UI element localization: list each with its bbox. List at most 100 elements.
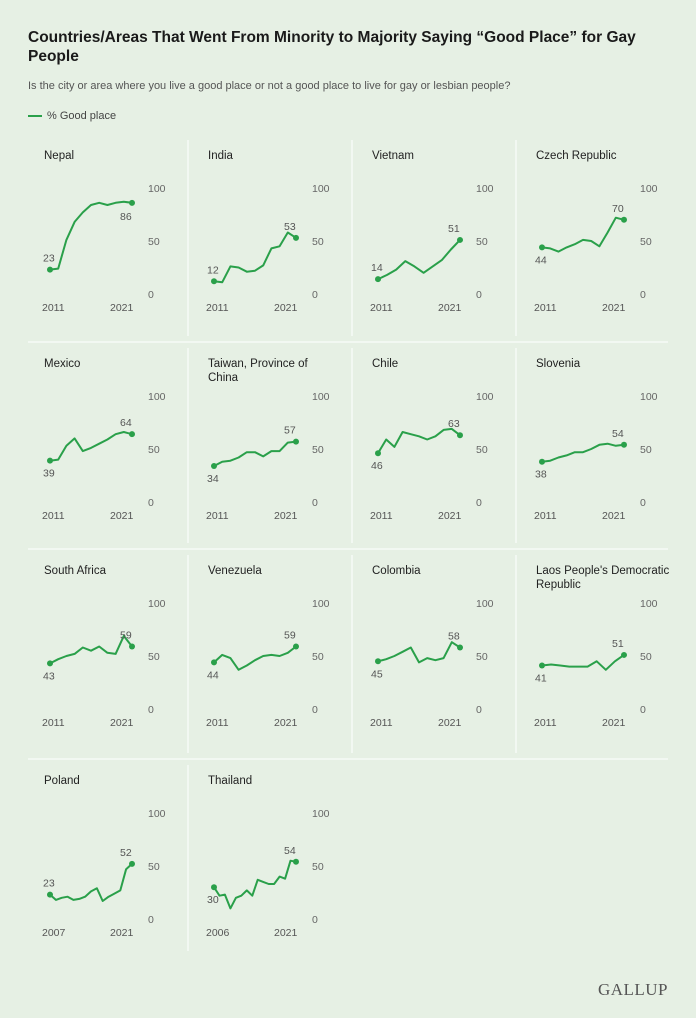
first-point-marker xyxy=(539,458,545,465)
last-point-marker xyxy=(129,860,135,867)
first-value-label: 43 xyxy=(43,670,55,682)
x-axis-end-label: 2021 xyxy=(110,927,134,939)
x-axis-start-label: 2011 xyxy=(370,510,393,522)
y-tick-label: 100 xyxy=(640,183,658,195)
series-line xyxy=(213,440,297,467)
y-tick-label: 0 xyxy=(640,289,646,301)
y-tick-label: 50 xyxy=(640,236,652,248)
y-tick-label: 0 xyxy=(312,289,318,301)
last-value-label: 57 xyxy=(284,425,296,437)
last-value-label: 86 xyxy=(120,211,132,223)
first-value-label: 12 xyxy=(207,264,219,276)
last-value-label: 54 xyxy=(612,428,624,440)
y-tick-label: 100 xyxy=(312,183,330,195)
first-point-marker xyxy=(539,244,545,251)
series-line xyxy=(213,645,297,671)
chart-panel-poland: Poland 100 50 0 2007 2021 23 52 xyxy=(42,775,166,939)
last-point-marker xyxy=(129,199,135,206)
panel-title: Taiwan, Province of China xyxy=(208,358,309,384)
x-axis-end-label: 2021 xyxy=(602,302,626,314)
first-point-marker xyxy=(211,278,217,285)
series-line xyxy=(213,231,297,284)
panel-title: South Africa xyxy=(44,565,107,577)
x-axis-start-label: 2011 xyxy=(370,302,393,314)
series-line xyxy=(213,859,297,910)
legend: % Good place xyxy=(28,110,116,122)
x-axis-end-label: 2021 xyxy=(110,302,134,314)
series-line xyxy=(49,634,133,665)
chart-panel-czech-republic: Czech Republic 100 50 0 2011 2021 44 70 xyxy=(534,150,658,314)
x-axis-end-label: 2021 xyxy=(438,510,462,522)
panel-title: Mexico xyxy=(44,358,80,370)
panel-title: Venezuela xyxy=(208,565,262,577)
first-point-marker xyxy=(211,659,217,666)
last-point-marker xyxy=(621,651,627,658)
last-value-label: 58 xyxy=(448,631,460,643)
y-tick-label: 0 xyxy=(148,289,154,301)
x-axis-end-label: 2021 xyxy=(110,717,134,729)
first-point-marker xyxy=(211,462,217,469)
y-tick-label: 100 xyxy=(640,598,658,610)
x-axis-start-label: 2011 xyxy=(534,510,557,522)
first-value-label: 41 xyxy=(535,673,547,685)
first-point-marker xyxy=(47,891,53,898)
x-axis-start-label: 2007 xyxy=(42,927,66,939)
first-value-label: 39 xyxy=(43,468,55,480)
series-line xyxy=(541,654,625,671)
first-value-label: 30 xyxy=(207,894,219,906)
y-tick-label: 100 xyxy=(148,183,166,195)
y-tick-label: 0 xyxy=(476,704,482,716)
first-point-marker xyxy=(375,276,381,283)
panel-title: Czech Republic xyxy=(536,150,617,162)
y-tick-label: 100 xyxy=(640,391,658,403)
panel-title: Nepal xyxy=(44,150,74,162)
legend-label: % Good place xyxy=(47,110,117,122)
panel-title: Laos People's Democratic Republic xyxy=(536,565,669,591)
x-axis-end-label: 2021 xyxy=(274,927,298,939)
y-tick-label: 0 xyxy=(476,289,482,301)
y-tick-label: 50 xyxy=(148,861,160,873)
last-value-label: 59 xyxy=(120,629,132,641)
last-value-label: 59 xyxy=(284,629,296,641)
y-tick-label: 100 xyxy=(312,598,330,610)
y-tick-label: 0 xyxy=(148,914,154,926)
panel-title: Slovenia xyxy=(536,358,581,370)
series-line xyxy=(49,431,133,462)
last-point-marker xyxy=(457,432,463,439)
series-line xyxy=(377,427,461,454)
x-axis-start-label: 2011 xyxy=(206,717,229,729)
chart-panel-mexico: Mexico 100 50 0 2011 2021 39 64 xyxy=(42,358,166,522)
series-line xyxy=(49,863,133,902)
x-axis-start-label: 2006 xyxy=(206,927,230,939)
y-tick-label: 100 xyxy=(476,598,494,610)
y-tick-label: 50 xyxy=(640,651,652,663)
y-tick-label: 100 xyxy=(148,598,166,610)
first-value-label: 44 xyxy=(207,669,219,681)
panel-title: Poland xyxy=(44,775,80,787)
y-tick-label: 50 xyxy=(312,651,324,663)
y-tick-label: 50 xyxy=(476,444,488,456)
series-line xyxy=(541,216,625,253)
x-axis-start-label: 2011 xyxy=(42,510,65,522)
last-point-marker xyxy=(621,216,627,223)
y-tick-label: 100 xyxy=(312,808,330,820)
series-line xyxy=(49,200,133,271)
panel-title: Chile xyxy=(372,358,398,370)
chart-title: Countries/Areas That Went From Minority … xyxy=(28,29,636,65)
legend-swatch xyxy=(28,115,42,117)
series-line xyxy=(541,442,625,463)
last-point-marker xyxy=(293,438,299,445)
first-value-label: 23 xyxy=(43,253,55,265)
last-point-marker xyxy=(457,644,463,651)
chart-panel-venezuela: Venezuela 100 50 0 2011 2021 44 59 xyxy=(206,565,330,729)
x-axis-end-label: 2021 xyxy=(438,302,462,314)
last-point-marker xyxy=(293,234,299,241)
first-value-label: 14 xyxy=(371,262,383,274)
first-point-marker xyxy=(47,660,53,667)
y-tick-label: 100 xyxy=(148,808,166,820)
y-tick-label: 100 xyxy=(312,391,330,403)
panel-title: Thailand xyxy=(208,775,252,787)
y-tick-label: 50 xyxy=(476,651,488,663)
